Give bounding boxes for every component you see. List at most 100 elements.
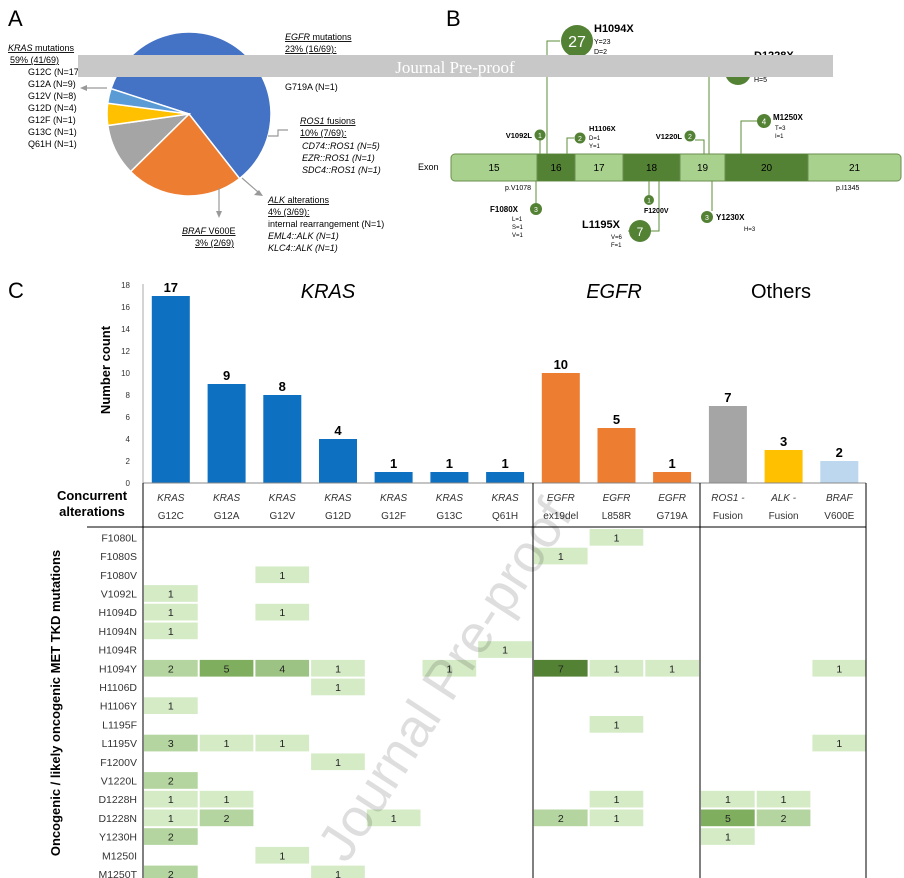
row-label: H1106D (99, 682, 137, 694)
ros1-item: EZR::ROS1 (N=1) (302, 153, 375, 163)
heatmap-cell (144, 622, 198, 640)
row-label: H1094Y (99, 663, 137, 675)
y-tick-label: 0 (126, 479, 131, 488)
heatmap-cell-value: 1 (502, 645, 508, 657)
heatmap-cell (589, 790, 644, 808)
heatmap-cell (199, 790, 254, 808)
y-tick-label: 2 (126, 457, 131, 466)
exon-cell-dark (623, 154, 680, 181)
exon-cells: 15 16 17 18 19 20 21 (488, 154, 860, 181)
column-gene-label: EGFR (547, 493, 575, 504)
row-label: D1228N (98, 813, 137, 825)
ros1-leader (268, 129, 288, 137)
alk-label-title: ALK alterations (267, 195, 330, 205)
panel-letter-b: B (446, 6, 461, 31)
heatmap-cell-value: 5 (224, 663, 230, 675)
mutation-name: L1195X (582, 219, 621, 231)
kras-item: Q61H (N=1) (28, 139, 77, 149)
y-tick-label: 14 (121, 325, 130, 334)
group-title-kras: KRAS (301, 281, 356, 303)
egfr-item: G719A (N=1) (285, 82, 338, 92)
heatmap-cell-value: 1 (614, 719, 620, 731)
bar-value-label: 8 (279, 379, 286, 394)
bar-value-label: 7 (724, 390, 731, 405)
heatmap-cell-value: 1 (669, 663, 675, 675)
group-title-egfr: EGFR (586, 281, 642, 303)
kras-label-gene: KRAS (8, 43, 33, 53)
heatmap-cell (311, 659, 365, 677)
mutation-sub: H=5 (754, 77, 767, 84)
bar-value-label: 1 (501, 456, 508, 471)
bar-value-label: 3 (780, 434, 787, 449)
heatmap-cell (812, 734, 867, 752)
mutation-count: 2 (688, 134, 692, 141)
mutation-y1230x: 3 Y1230X H=3 (701, 211, 756, 233)
heatmap-cell (199, 659, 254, 677)
heatmap-cell (311, 865, 365, 878)
heatmap-cell (756, 790, 811, 808)
heatmap-cell-value: 1 (614, 813, 620, 825)
y-tick-label: 10 (121, 369, 130, 378)
row-label: H1094R (98, 645, 137, 657)
bar (764, 450, 803, 483)
ros1-label-gene: ROS1 (300, 116, 325, 126)
heatmap-cell (144, 865, 198, 878)
bar (541, 373, 580, 483)
column-gene-label: KRAS (213, 493, 241, 504)
heatmap-cell-value: 1 (224, 738, 230, 750)
column-gene-label: BRAF (826, 493, 854, 504)
heatmap-cell-value: 1 (168, 813, 174, 825)
range-end-label: p.I1345 (836, 185, 859, 192)
heatmap-cell-value: 1 (224, 794, 230, 806)
mutation-name: H1106X (589, 124, 616, 133)
column-variant-label: Q61H (492, 511, 518, 522)
mutation-sub: T=3 (775, 126, 786, 132)
mutation-v1220l: 2 V1220L (656, 130, 696, 142)
stem-h1106x (566, 137, 574, 155)
alk-label-gene: ALK (267, 195, 286, 205)
heatmap-cell (255, 734, 310, 752)
kras-item: G12D (N=4) (28, 103, 77, 113)
watermark-banner-text: Journal Pre-proof (395, 58, 515, 77)
egfr-label-gene: EGFR (285, 32, 311, 42)
heatmap-cell-value: 1 (725, 832, 731, 844)
heatmap-cell (144, 734, 198, 752)
heatmap-cell (255, 659, 310, 677)
stem-d1228x (708, 71, 722, 155)
mutation-circle (701, 211, 713, 223)
column-variant-label: G12D (325, 511, 351, 522)
heatmap-cell-value: 1 (391, 813, 397, 825)
heatmap-cell (144, 809, 198, 827)
mutation-circle (561, 25, 593, 57)
mutation-count: 3 (705, 215, 709, 222)
mutation-sub: V=1 (512, 233, 524, 239)
column-variant-label: G12A (214, 511, 240, 522)
heatmap-cell-value: 3 (168, 738, 174, 750)
row-label: F1200V (100, 757, 137, 769)
ros1-label-title-rest: fusions (325, 116, 357, 126)
heatmap-cell (756, 809, 811, 827)
braf-leader-arrowhead (216, 211, 222, 218)
column-gene-label: KRAS (324, 493, 352, 504)
heatmap-cell-value: 1 (725, 794, 731, 806)
bar-value-label: 10 (554, 357, 568, 372)
heatmap-cell (366, 809, 421, 827)
bar (820, 461, 859, 483)
mutation-name: V1092L (506, 131, 533, 140)
heatmap-cell-value: 2 (558, 813, 564, 825)
heatmap-cell (311, 678, 365, 696)
mutation-sub: I=1 (775, 134, 784, 140)
mutation-circle (644, 195, 654, 205)
pie-slice-braf (106, 87, 190, 115)
heatmap-cell-value: 1 (279, 738, 285, 750)
egfr-label-title: EGFR mutations (285, 32, 352, 42)
heatmap-cell-value: 2 (224, 813, 230, 825)
heatmap-cell-value: 1 (279, 607, 285, 619)
heatmap-cell-value: 1 (614, 663, 620, 675)
column-variant-label: V600E (824, 511, 854, 522)
egfr-label-pct: 23% (16/69): (285, 44, 337, 54)
braf-label-pct: 3% (2/69) (195, 238, 234, 248)
mutation-count: 27 (568, 34, 586, 51)
y-tick-label: 16 (121, 303, 130, 312)
